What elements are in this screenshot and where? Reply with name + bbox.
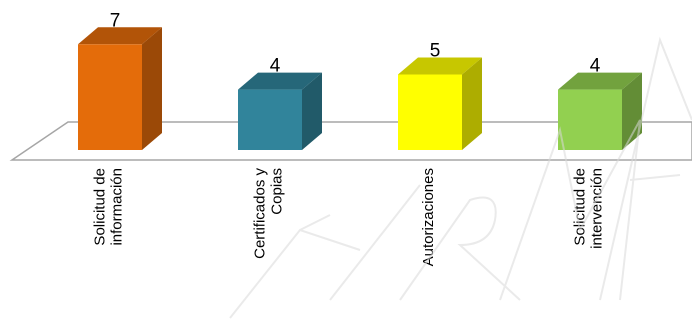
bar-top-face bbox=[558, 72, 642, 90]
bar-top-face bbox=[78, 27, 162, 45]
category-label-4: Solicitud deintervención bbox=[572, 168, 606, 249]
bar-top-face bbox=[398, 57, 482, 75]
category-label-line: información bbox=[109, 168, 126, 246]
category-label-1: Solicitud deinformación bbox=[92, 168, 126, 246]
bar-series bbox=[78, 27, 642, 150]
chart-floor bbox=[9, 121, 692, 161]
bar-side-face bbox=[142, 27, 162, 150]
bar-front-face bbox=[398, 74, 462, 150]
category-label-line: Solicitud de bbox=[92, 168, 109, 246]
category-label-line: intervención bbox=[589, 168, 606, 249]
category-labels: Solicitud deinformación Certificados yCop… bbox=[92, 168, 606, 267]
category-label-2: Certificados yCopias bbox=[252, 168, 286, 259]
category-label-line: Copias bbox=[269, 168, 286, 215]
bar-side-face bbox=[462, 57, 482, 150]
value-labels: 7 4 5 4 bbox=[110, 10, 601, 76]
category-label-line: Certificados y bbox=[252, 168, 269, 259]
value-label-3: 5 bbox=[430, 41, 441, 62]
value-label-1: 7 bbox=[110, 10, 121, 31]
bar-4 bbox=[558, 72, 642, 150]
bar-3 bbox=[398, 57, 482, 150]
bar-top-face bbox=[238, 72, 322, 90]
bar-side-face bbox=[622, 72, 642, 150]
bar-front-face bbox=[558, 89, 622, 150]
value-label-4: 4 bbox=[590, 56, 601, 77]
watermark-graphic bbox=[229, 36, 692, 319]
bar-front-face bbox=[78, 44, 142, 150]
bar-side-face bbox=[302, 72, 322, 150]
bar-front-face bbox=[238, 89, 302, 150]
category-label-line: Autorizaciones bbox=[420, 168, 437, 266]
value-label-2: 4 bbox=[270, 56, 281, 77]
bar-2 bbox=[238, 72, 322, 150]
category-label-line: Solicitud de bbox=[572, 168, 589, 246]
bar-1 bbox=[78, 27, 162, 150]
category-label-3: Autorizaciones bbox=[420, 168, 437, 266]
